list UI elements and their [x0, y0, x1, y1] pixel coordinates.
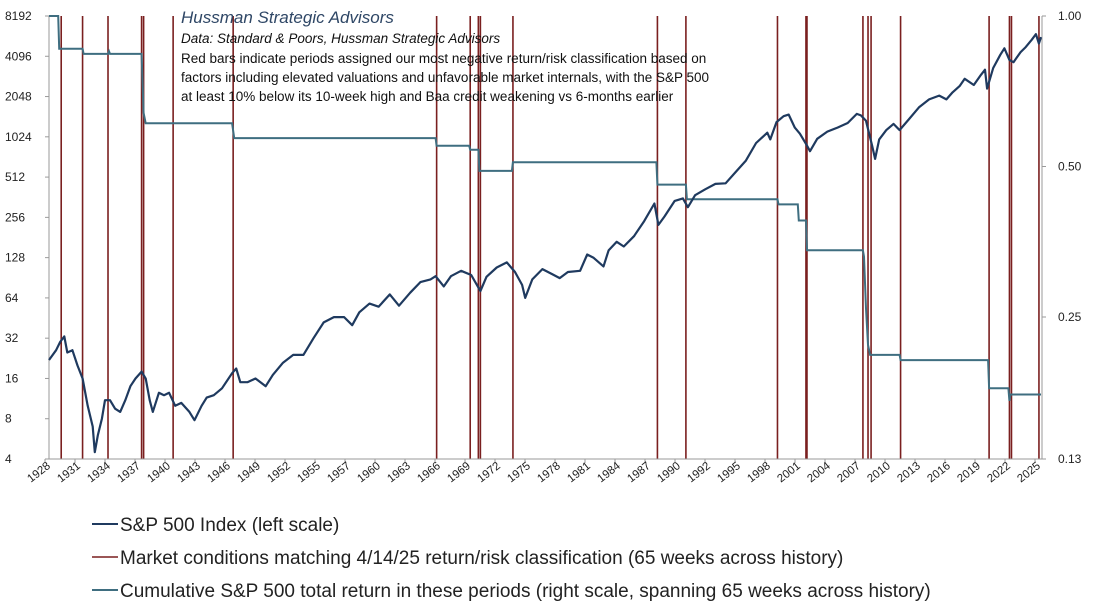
left-tick-label-7: 64 — [5, 291, 19, 305]
x-tick-label-6: 1946 — [205, 460, 233, 485]
x-tick-label-30: 2016 — [925, 460, 953, 485]
x-tick-label-23: 1995 — [715, 460, 743, 485]
x-tick-label-5: 1943 — [175, 460, 203, 485]
x-tick-label-27: 2007 — [835, 460, 863, 485]
x-tick-label-28: 2010 — [865, 460, 893, 485]
x-tick-label-3: 1937 — [115, 460, 143, 485]
x-tick-label-15: 1972 — [475, 460, 503, 485]
x-tick-label-25: 2001 — [775, 460, 803, 485]
x-tick-label-13: 1966 — [415, 460, 443, 485]
series-line-cumulative — [49, 15, 1041, 401]
right-tick-label-1: 0.50 — [1058, 160, 1082, 174]
axes-layer — [48, 16, 1043, 460]
x-tick-label-31: 2019 — [955, 460, 983, 485]
x-tick-label-1: 1931 — [55, 460, 83, 485]
legend-label-bars: Market conditions matching 4/14/25 retur… — [120, 548, 843, 569]
chart-note-line-3: at least 10% below its 10-week high and … — [181, 89, 674, 104]
x-tick-label-4: 1940 — [145, 460, 173, 485]
x-tick-label-29: 2013 — [895, 460, 923, 485]
x-tick-label-33: 2025 — [1015, 460, 1043, 485]
tick-labels-layer: 8192 4096 2048 1024 512 256 128 64 32 16 8 4 1.00 0.5… — [5, 9, 1082, 485]
x-tick-label-10: 1957 — [325, 460, 353, 485]
left-tick-label-1: 4096 — [5, 49, 32, 63]
left-tick-label-2: 2048 — [5, 90, 32, 104]
chart-title: Hussman Strategic Advisors — [181, 8, 394, 27]
left-tick-label-4: 512 — [5, 170, 25, 184]
legend: S&P 500 Index (left scale) Market condit… — [92, 515, 931, 602]
chart-note-line-2: factors including elevated valuations an… — [181, 70, 709, 85]
right-tick-label-2: 0.25 — [1058, 310, 1082, 324]
x-tick-label-9: 1955 — [295, 460, 323, 485]
series-layer — [48, 15, 1043, 454]
left-tick-label-9: 16 — [5, 371, 19, 385]
x-tick-label-7: 1949 — [235, 460, 263, 485]
x-tick-label-21: 1990 — [655, 460, 683, 485]
chart-annotation: Hussman Strategic Advisors Data: Standar… — [181, 8, 709, 104]
x-tick-label-22: 1992 — [685, 460, 713, 485]
x-tick-label-18: 1981 — [565, 460, 593, 485]
x-tick-label-8: 1952 — [265, 460, 293, 485]
x-tick-label-12: 1963 — [385, 460, 413, 485]
x-tick-label-24: 1998 — [745, 460, 773, 485]
x-tick-label-2: 1934 — [85, 460, 113, 486]
left-tick-label-5: 256 — [5, 210, 25, 224]
x-tick-label-32: 2022 — [985, 460, 1013, 485]
legend-label-cumulative: Cumulative S&P 500 total return in these… — [120, 581, 931, 602]
legend-label-sp500: S&P 500 Index (left scale) — [120, 515, 339, 536]
chart-source: Data: Standard & Poors, Hussman Strategi… — [181, 31, 500, 46]
left-tick-label-6: 128 — [5, 251, 25, 265]
left-tick-label-3: 1024 — [5, 130, 32, 144]
series-line-sp500 — [48, 33, 1043, 454]
x-tick-label-19: 1984 — [595, 460, 623, 486]
x-tick-label-17: 1978 — [535, 460, 563, 485]
x-tick-label-16: 1975 — [505, 460, 533, 485]
right-tick-label-3: 0.13 — [1058, 452, 1082, 466]
chart-note-line-1: Red bars indicate periods assigned our m… — [181, 51, 706, 66]
x-tick-label-14: 1969 — [445, 460, 473, 485]
left-tick-label-11: 4 — [5, 452, 12, 466]
x-tick-label-11: 1960 — [355, 460, 383, 485]
left-tick-label-0: 8192 — [5, 9, 32, 23]
left-tick-label-8: 32 — [5, 331, 19, 345]
x-tick-label-26: 2004 — [805, 460, 833, 486]
left-tick-label-10: 8 — [5, 412, 12, 426]
right-tick-label-0: 1.00 — [1058, 9, 1082, 23]
x-tick-label-0: 1928 — [25, 460, 53, 485]
x-tick-label-20: 1987 — [625, 460, 653, 485]
